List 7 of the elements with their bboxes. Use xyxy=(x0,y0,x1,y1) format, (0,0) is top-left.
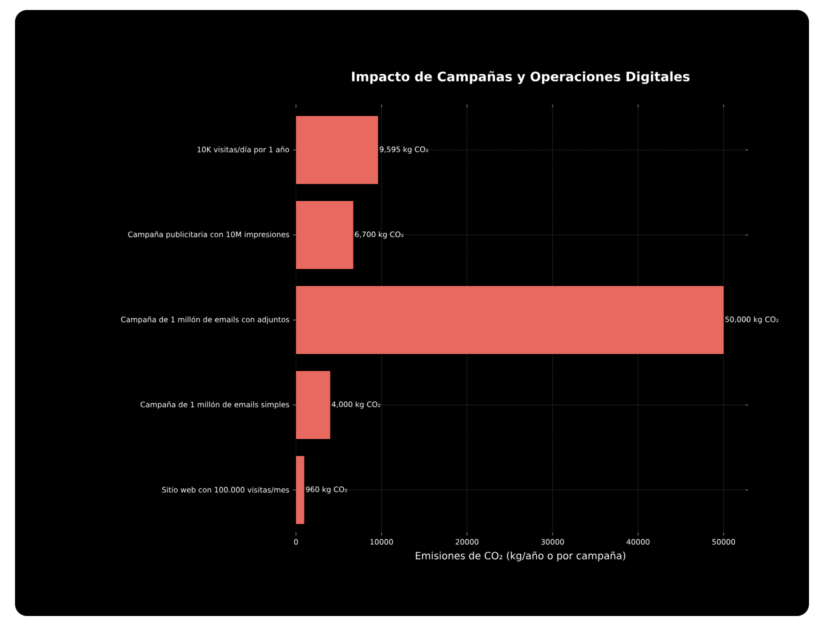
bar xyxy=(296,456,304,524)
chart-title: Impacto de Campañas y Operaciones Digitales xyxy=(352,71,690,84)
x-axis-title: Emisiones de CO₂ (kg/año o por campaña) xyxy=(416,551,626,562)
bar xyxy=(296,200,354,269)
bar xyxy=(296,116,378,184)
bar xyxy=(296,370,330,439)
bar xyxy=(296,286,724,354)
